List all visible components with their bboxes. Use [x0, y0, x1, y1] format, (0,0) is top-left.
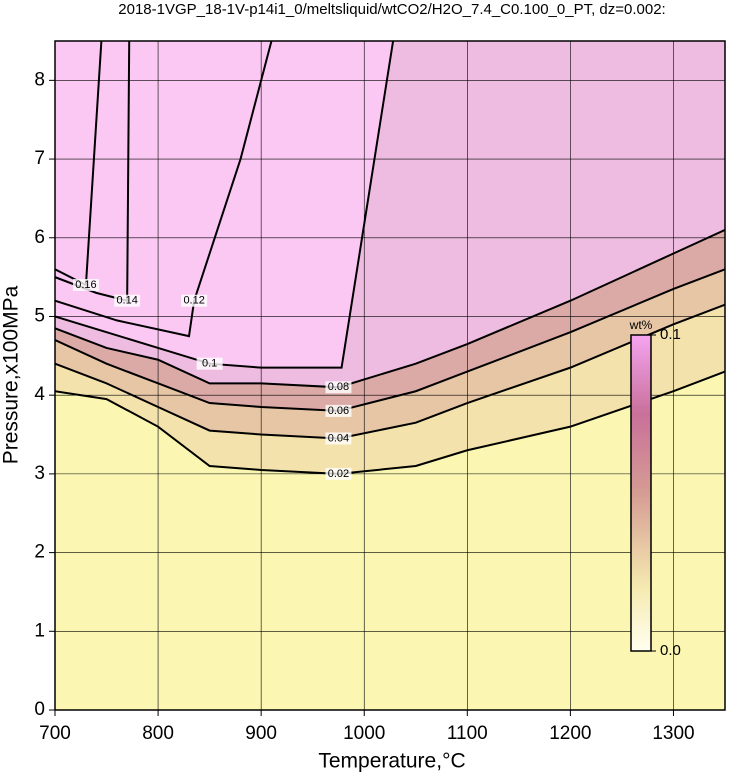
x-axis-label: Temperature,°C — [318, 750, 465, 773]
contour-label: 0.02 — [328, 468, 349, 480]
contour-label: 0.1 — [202, 358, 217, 370]
contour-label-bg — [325, 381, 352, 394]
y-tick-label: 7 — [34, 148, 45, 169]
x-tick-label: 1200 — [549, 723, 591, 744]
x-tick-label: 1000 — [343, 723, 385, 744]
contour-label: 0.08 — [328, 381, 349, 393]
y-tick-label: 3 — [34, 463, 45, 484]
y-tick-label: 4 — [34, 384, 45, 405]
x-tick-label: 1100 — [447, 723, 488, 744]
contour-label-bg — [181, 294, 208, 307]
colorbar — [630, 334, 652, 652]
overlay: 700 800 900 1000 1100 1200 1300 0 1 2 3 4 5 6 7 8 wt% 0.1… — [34, 40, 726, 744]
contour-label-bg — [72, 278, 99, 291]
y-axis-label: Pressure,x100MPa — [0, 285, 23, 464]
y-tick-label: 1 — [34, 620, 45, 641]
contour-label-bg — [114, 294, 141, 307]
contour-label: 0.06 — [328, 405, 349, 417]
x-tick-label: 1300 — [652, 723, 694, 744]
y-tick-label: 5 — [34, 305, 45, 326]
contour-label-bg — [325, 432, 352, 445]
x-tick-label: 800 — [142, 723, 174, 744]
y-tick-label: 0 — [34, 699, 45, 720]
contour-line — [55, 41, 273, 338]
y-tick-label: 8 — [34, 69, 45, 90]
colorbar-tick-label: 0.1 — [660, 326, 681, 343]
x-tick-label: 900 — [245, 723, 277, 744]
contour-label: 0.12 — [183, 295, 204, 307]
contour-label-bg — [196, 357, 223, 370]
contour-label: 0.14 — [116, 295, 137, 307]
contour-label: 0.04 — [328, 432, 349, 444]
x-tick-label: 700 — [39, 723, 71, 744]
contour-label-bg — [325, 404, 352, 417]
y-tick-label: 2 — [34, 542, 45, 563]
chart-title: 2018-1VGP_18-1V-p14i1_0/meltsliquid/wtCO… — [118, 1, 665, 18]
plot-frame — [54, 40, 726, 711]
y-tick-label: 6 — [34, 227, 45, 248]
contour-label: 0.16 — [75, 279, 96, 291]
colorbar-label: wt% — [629, 318, 653, 332]
colorbar-tick-label: 0.0 — [660, 642, 681, 659]
contour-label-bg — [325, 467, 352, 480]
plot-area: 0.02 0.04 0.06 0.08 0.1 0.12 0.14 0.16 — [55, 41, 725, 710]
